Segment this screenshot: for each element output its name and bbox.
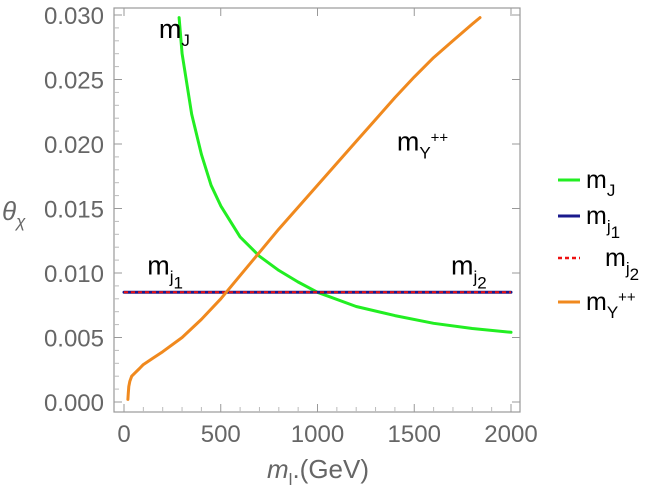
y-tick-label: 0.005 <box>44 326 104 353</box>
y-tick-label: 0.000 <box>44 390 104 417</box>
y-tick-label: 0.030 <box>44 3 104 30</box>
legend-label-m_J: mJ <box>586 166 615 200</box>
legend-label-m_j1: mj1 <box>586 202 620 242</box>
y-tick-label: 0.025 <box>44 68 104 95</box>
plot-frame <box>113 7 521 413</box>
x-tick-label: 2000 <box>484 421 537 448</box>
annotation-j1: mj1 <box>147 250 183 292</box>
annotation-Y: mY++ <box>397 126 449 162</box>
axis-ticks: 0 500 1000 1500 2000 0.000 0.005 0.010 0.015 0.02… <box>44 3 538 448</box>
x-tick-label: 500 <box>201 421 241 448</box>
x-tick-label: 1500 <box>388 421 441 448</box>
x-axis-label: ml.(GeV) <box>267 454 369 489</box>
legend-label-m_Y++: mY++ <box>586 288 636 322</box>
series-lines <box>122 16 513 401</box>
annotation-j2: mj2 <box>451 250 487 292</box>
y-tick-label: 0.015 <box>44 197 104 224</box>
legend-label-m_j2: mj2 <box>605 244 639 284</box>
annotations: mJ mY++ mj1 mj2 <box>147 14 487 292</box>
y-tick-label: 0.010 <box>44 261 104 288</box>
series-line-m_Y++ <box>126 16 482 401</box>
annotation-J: mJ <box>159 14 190 50</box>
x-tick-label: 1000 <box>291 421 344 448</box>
y-tick-label: 0.020 <box>44 132 104 159</box>
y-axis-label: θχ <box>2 196 26 231</box>
x-tick-label: 0 <box>117 421 130 448</box>
series-line-m_J <box>177 16 513 334</box>
